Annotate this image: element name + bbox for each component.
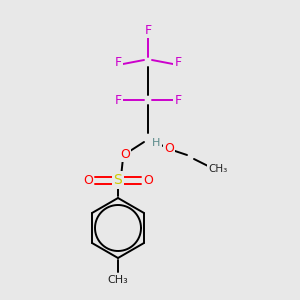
Text: H: H xyxy=(152,138,160,148)
Text: O: O xyxy=(120,148,130,160)
Text: F: F xyxy=(114,94,122,106)
Text: F: F xyxy=(144,23,152,37)
Text: O: O xyxy=(164,142,174,154)
Text: CH₃: CH₃ xyxy=(108,275,128,285)
Text: O: O xyxy=(83,173,93,187)
Text: S: S xyxy=(114,173,122,187)
Text: F: F xyxy=(114,56,122,68)
Text: O: O xyxy=(143,173,153,187)
Text: F: F xyxy=(174,94,182,106)
Text: F: F xyxy=(174,56,182,68)
Text: CH₃: CH₃ xyxy=(208,164,228,174)
